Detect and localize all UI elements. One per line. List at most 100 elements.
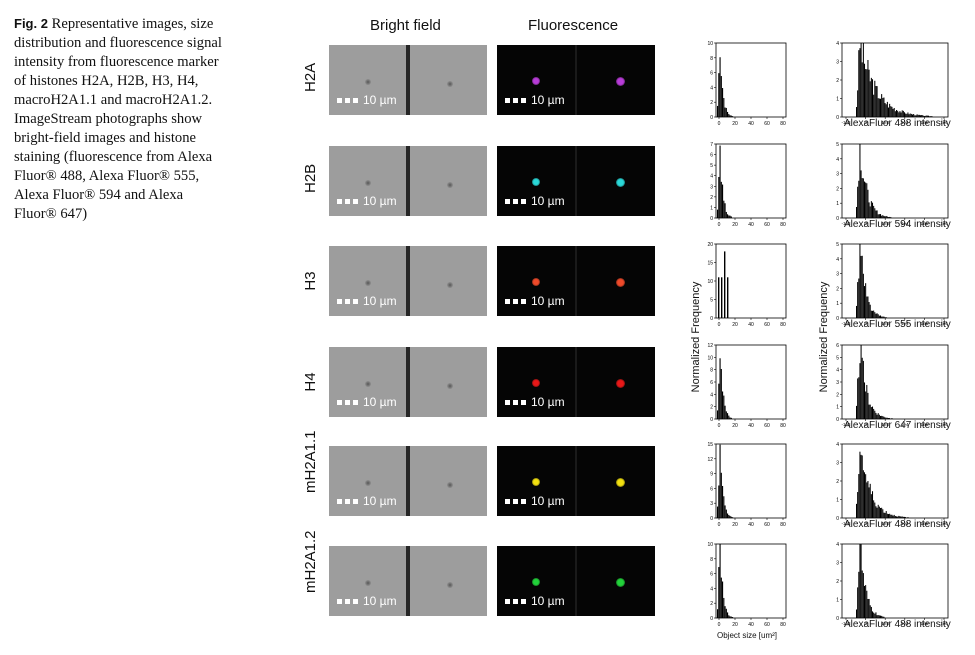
y-tick-label: 6: [710, 71, 713, 77]
y-tick-label: 2: [710, 100, 713, 106]
x-tick-label: 1e5: [921, 521, 929, 526]
histogram-bar: [872, 310, 874, 318]
histogram-bar: [867, 60, 869, 117]
histogram-bar: [724, 405, 726, 419]
histogram-bar: [727, 612, 729, 618]
histogram-bar: [729, 515, 731, 518]
histogram-bar: [724, 251, 726, 318]
scale-bar-segment: [337, 498, 342, 504]
fluorescence-image: 10 µm: [497, 246, 655, 316]
image-divider: [575, 45, 577, 115]
x-tick-label: 1e5: [921, 321, 929, 326]
histogram-bar: [870, 407, 872, 419]
histogram-bar: [877, 214, 879, 218]
histogram-bar: [869, 483, 871, 518]
histogram-bar: [880, 98, 882, 117]
intensity-axis-label: AlexaFluor 555 intensity: [844, 319, 951, 330]
x-tick-label: 60: [764, 222, 770, 228]
histogram-bar: [872, 202, 874, 218]
histogram-bar: [866, 590, 868, 618]
y-tick-label: 0: [836, 616, 839, 622]
histogram-bar: [916, 114, 918, 117]
y-tick-label: 2: [836, 479, 839, 485]
histogram-bar: [883, 512, 885, 518]
histogram-bar: [888, 514, 890, 518]
histogram-bar: [881, 507, 883, 518]
scale-bar-segment: [513, 97, 518, 103]
fluorescent-spot: [532, 278, 540, 286]
x-tick-label: 1e4: [901, 521, 909, 526]
histogram-bar: [882, 416, 884, 419]
histogram-bar: [870, 494, 872, 518]
histogram-bar: [857, 587, 859, 618]
histogram-bar: [874, 312, 876, 318]
scale-bar-segment: [345, 498, 350, 504]
histogram-bar: [862, 573, 864, 618]
histogram-bar: [728, 215, 730, 218]
histogram-bar: [865, 283, 867, 318]
fluorescence-heading: Fluorescence: [528, 17, 619, 34]
x-tick-label: 0: [864, 521, 867, 526]
histogram-bar: [728, 114, 730, 117]
histogram-bar: [725, 411, 727, 419]
histogram-bar: [730, 216, 732, 218]
histogram-bar: [729, 115, 731, 117]
x-tick-label: 1e4: [901, 321, 909, 326]
y-tick-label: 10: [707, 355, 713, 361]
y-tick-label: 2: [710, 405, 713, 411]
scale-bar: 10 µm: [337, 194, 397, 208]
histogram-bar: [909, 113, 911, 117]
x-tick-label: 1e5: [921, 221, 929, 226]
row-label-text: H2B: [302, 163, 319, 193]
x-tick-label: 20: [732, 622, 738, 628]
histogram-bar: [722, 581, 724, 618]
histogram-bar: [730, 115, 732, 117]
scale-bar-segment: [505, 399, 510, 405]
histogram-bar: [859, 544, 861, 618]
histogram-bar: [857, 282, 859, 318]
y-tick-label: 8: [710, 557, 713, 563]
histogram-bar: [730, 417, 732, 419]
histogram-bar: [872, 79, 874, 117]
histogram-bar: [874, 208, 876, 218]
histogram-bar: [864, 472, 866, 518]
y-tick-label: 5: [836, 242, 839, 248]
histogram-bar: [875, 506, 877, 518]
scale-bar-segment: [521, 298, 526, 304]
object-size-axis-label: Object size [um²]: [717, 631, 778, 640]
histogram-bar: [891, 418, 893, 419]
histogram-bar: [725, 107, 727, 117]
y-tick-label: 12: [707, 457, 713, 463]
histogram-bar: [865, 69, 867, 117]
histogram-bar: [867, 189, 869, 218]
y-tick-label: 4: [836, 368, 839, 374]
x-tick-label: 40: [748, 322, 754, 328]
histogram-bar: [878, 315, 880, 318]
histogram-bar: [867, 296, 869, 318]
y-tick-label: 2: [836, 392, 839, 398]
histogram-bar: [912, 114, 914, 117]
histogram-bar: [862, 178, 864, 218]
histogram-bar: [881, 615, 883, 618]
histogram-bar: [860, 454, 862, 518]
x-tick-label: 1e3: [881, 422, 889, 427]
y-tick-label: 0: [836, 316, 839, 322]
image-divider: [575, 546, 577, 616]
histogram-bar: [870, 201, 872, 218]
x-tick-label: 40: [748, 121, 754, 127]
histogram-bar: [720, 181, 722, 218]
histogram-bar: [902, 110, 904, 117]
histogram-bar: [718, 485, 720, 518]
y-tick-label: 0: [836, 216, 839, 222]
image-divider: [406, 246, 410, 316]
histogram-bar: [717, 609, 719, 618]
histogram-bar: [732, 517, 734, 518]
fluorescence-image: 10 µm: [497, 45, 655, 115]
bright-field-image: 10 µm: [329, 246, 487, 316]
histogram-bar: [862, 43, 864, 117]
histogram-bar: [858, 180, 860, 218]
scale-bar: 10 µm: [337, 395, 397, 409]
histogram-bar: [875, 412, 877, 419]
image-divider: [406, 146, 410, 216]
